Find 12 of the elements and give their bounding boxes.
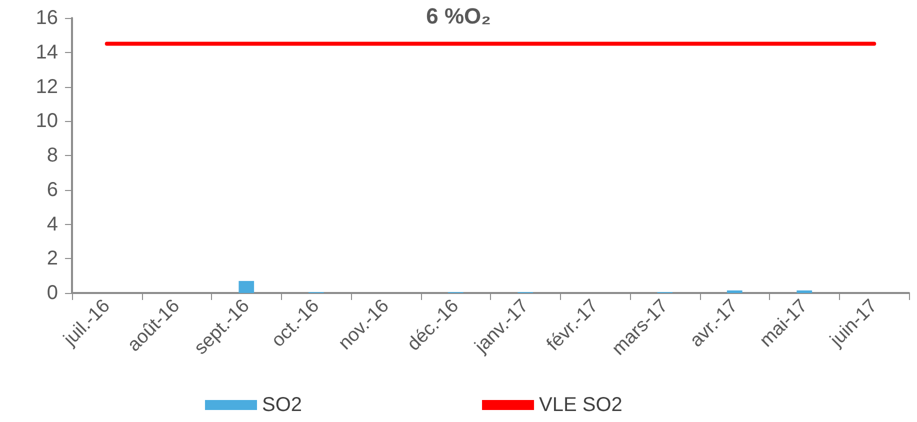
y-tick-label: 2 — [46, 248, 58, 270]
y-tick-label: 12 — [36, 76, 58, 98]
legend-label: SO2 — [262, 394, 302, 416]
y-tick-label: 6 — [46, 178, 58, 201]
legend-label: VLE SO2 — [539, 394, 622, 416]
y-tick-label: 10 — [36, 110, 58, 132]
y-tick-label: 14 — [36, 41, 58, 64]
y-tick-label: 16 — [36, 7, 58, 29]
y-tick-label: 8 — [46, 144, 58, 166]
chart-title: 6 %O₂ — [426, 4, 491, 28]
y-tick-label: 0 — [46, 282, 58, 304]
y-tick-label: 4 — [46, 213, 58, 236]
